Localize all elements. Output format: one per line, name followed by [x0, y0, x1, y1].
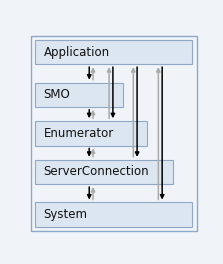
Bar — [35, 121, 147, 145]
Text: System: System — [43, 208, 87, 221]
Bar — [35, 40, 192, 64]
Bar — [35, 160, 173, 184]
Bar — [35, 202, 192, 227]
Text: Enumerator: Enumerator — [43, 127, 114, 140]
Text: ServerConnection: ServerConnection — [43, 166, 149, 178]
Text: Application: Application — [43, 45, 109, 59]
Bar — [35, 82, 123, 107]
Text: SMO: SMO — [43, 88, 70, 101]
